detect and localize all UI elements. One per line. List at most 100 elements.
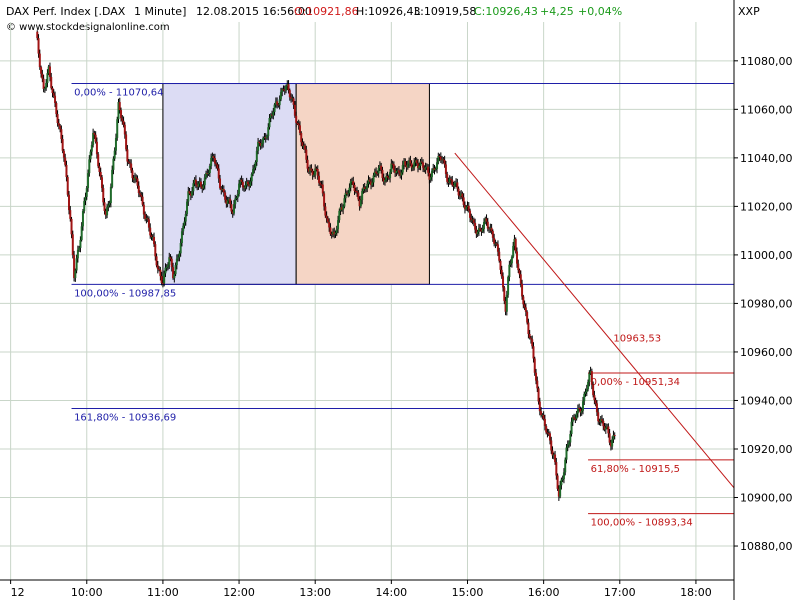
candle-body xyxy=(404,161,407,166)
candle-body xyxy=(564,459,567,473)
candle-body xyxy=(505,294,508,312)
candle-body xyxy=(298,125,301,133)
candle-body xyxy=(356,191,359,193)
candle-body xyxy=(604,427,607,430)
header-open: O:10921,86 xyxy=(294,5,359,18)
candle-body xyxy=(499,260,502,270)
candle-body xyxy=(182,225,185,232)
candle-body xyxy=(258,141,261,144)
candle-body xyxy=(325,215,328,219)
blue-range-box xyxy=(162,83,297,285)
candle-body xyxy=(236,194,239,198)
candle-body xyxy=(436,162,439,169)
candle-body xyxy=(150,235,153,237)
candle-body xyxy=(502,276,505,288)
candle-body xyxy=(57,123,60,126)
candle-body xyxy=(570,421,573,435)
x-tick-label: 18:00 xyxy=(680,586,712,599)
candle-body xyxy=(172,267,175,279)
candle-body xyxy=(41,73,44,79)
candle-body xyxy=(230,204,233,212)
candle-body xyxy=(418,165,421,169)
candle-body xyxy=(226,200,229,204)
candle-body xyxy=(121,118,124,121)
candle-body xyxy=(271,114,274,116)
candle-body xyxy=(476,231,479,235)
header-instrument: DAX Perf. Index [.DAX xyxy=(6,5,126,18)
candle-body xyxy=(245,181,248,186)
candle-body xyxy=(403,161,406,166)
candle-body xyxy=(351,181,354,183)
candle-body xyxy=(569,434,572,443)
red-fib-label: 100,00% - 10893,34 xyxy=(591,518,693,529)
candle-body xyxy=(548,433,551,441)
candle-body xyxy=(541,414,544,416)
candle-body xyxy=(526,311,529,323)
candle-body xyxy=(575,413,578,419)
candle-body xyxy=(489,227,492,230)
candle-body xyxy=(556,475,559,489)
candle-body xyxy=(244,185,247,189)
candle-body xyxy=(183,221,186,226)
candle-body xyxy=(116,119,119,138)
candle-body xyxy=(207,173,210,175)
candle-body xyxy=(359,200,362,207)
candle-body xyxy=(590,371,593,385)
candle-body xyxy=(316,168,319,176)
candle-body xyxy=(371,182,374,186)
candle-body xyxy=(333,231,336,235)
candle-body xyxy=(248,184,251,187)
candle-body xyxy=(269,114,272,118)
candle-body xyxy=(56,114,59,124)
candle-body xyxy=(540,411,543,416)
candle-body xyxy=(457,188,460,196)
candle-body xyxy=(296,122,299,124)
candle-body xyxy=(533,358,536,373)
candle-body xyxy=(292,98,295,105)
candle-body xyxy=(508,264,511,278)
candle-body xyxy=(293,104,296,116)
candle-body xyxy=(529,337,532,340)
candle-body xyxy=(428,172,431,180)
candle-body xyxy=(76,249,79,259)
candle-body xyxy=(263,137,266,139)
candle-body xyxy=(449,178,452,181)
candle-body xyxy=(163,273,166,284)
candle-body xyxy=(61,139,64,151)
candle-body xyxy=(221,189,224,191)
candle-body xyxy=(366,183,369,189)
header-change: +4,25 xyxy=(540,5,574,18)
candle-body xyxy=(334,232,337,235)
candle-body xyxy=(106,207,109,216)
candle-body xyxy=(514,238,517,252)
candle-body xyxy=(224,192,227,200)
candle-body xyxy=(423,167,426,170)
candle-body xyxy=(546,432,549,434)
candle-body xyxy=(579,408,582,413)
candle-body xyxy=(160,276,163,283)
candle-body xyxy=(521,283,524,297)
candle-body xyxy=(488,228,491,230)
candle-body xyxy=(578,407,581,409)
candle-body xyxy=(378,165,381,169)
candle-body xyxy=(353,184,356,191)
candle-body xyxy=(36,31,39,39)
candle-body xyxy=(178,253,181,258)
candle-body xyxy=(114,137,117,151)
candle-body xyxy=(406,163,409,168)
candle-body xyxy=(193,179,196,184)
candle-body xyxy=(65,164,68,178)
candle-body xyxy=(108,203,111,206)
candle-body xyxy=(389,172,392,179)
candle-body xyxy=(164,267,167,274)
candle-body xyxy=(352,181,355,185)
candle-body xyxy=(38,53,41,68)
candle-body xyxy=(234,198,237,205)
candle-body xyxy=(243,187,246,189)
candle-body xyxy=(485,218,488,222)
candle-body xyxy=(422,162,425,168)
candle-body xyxy=(154,244,157,257)
y-tick-label: 11060,00 xyxy=(740,103,793,116)
candle-body xyxy=(532,346,535,359)
candle-body xyxy=(504,300,507,312)
